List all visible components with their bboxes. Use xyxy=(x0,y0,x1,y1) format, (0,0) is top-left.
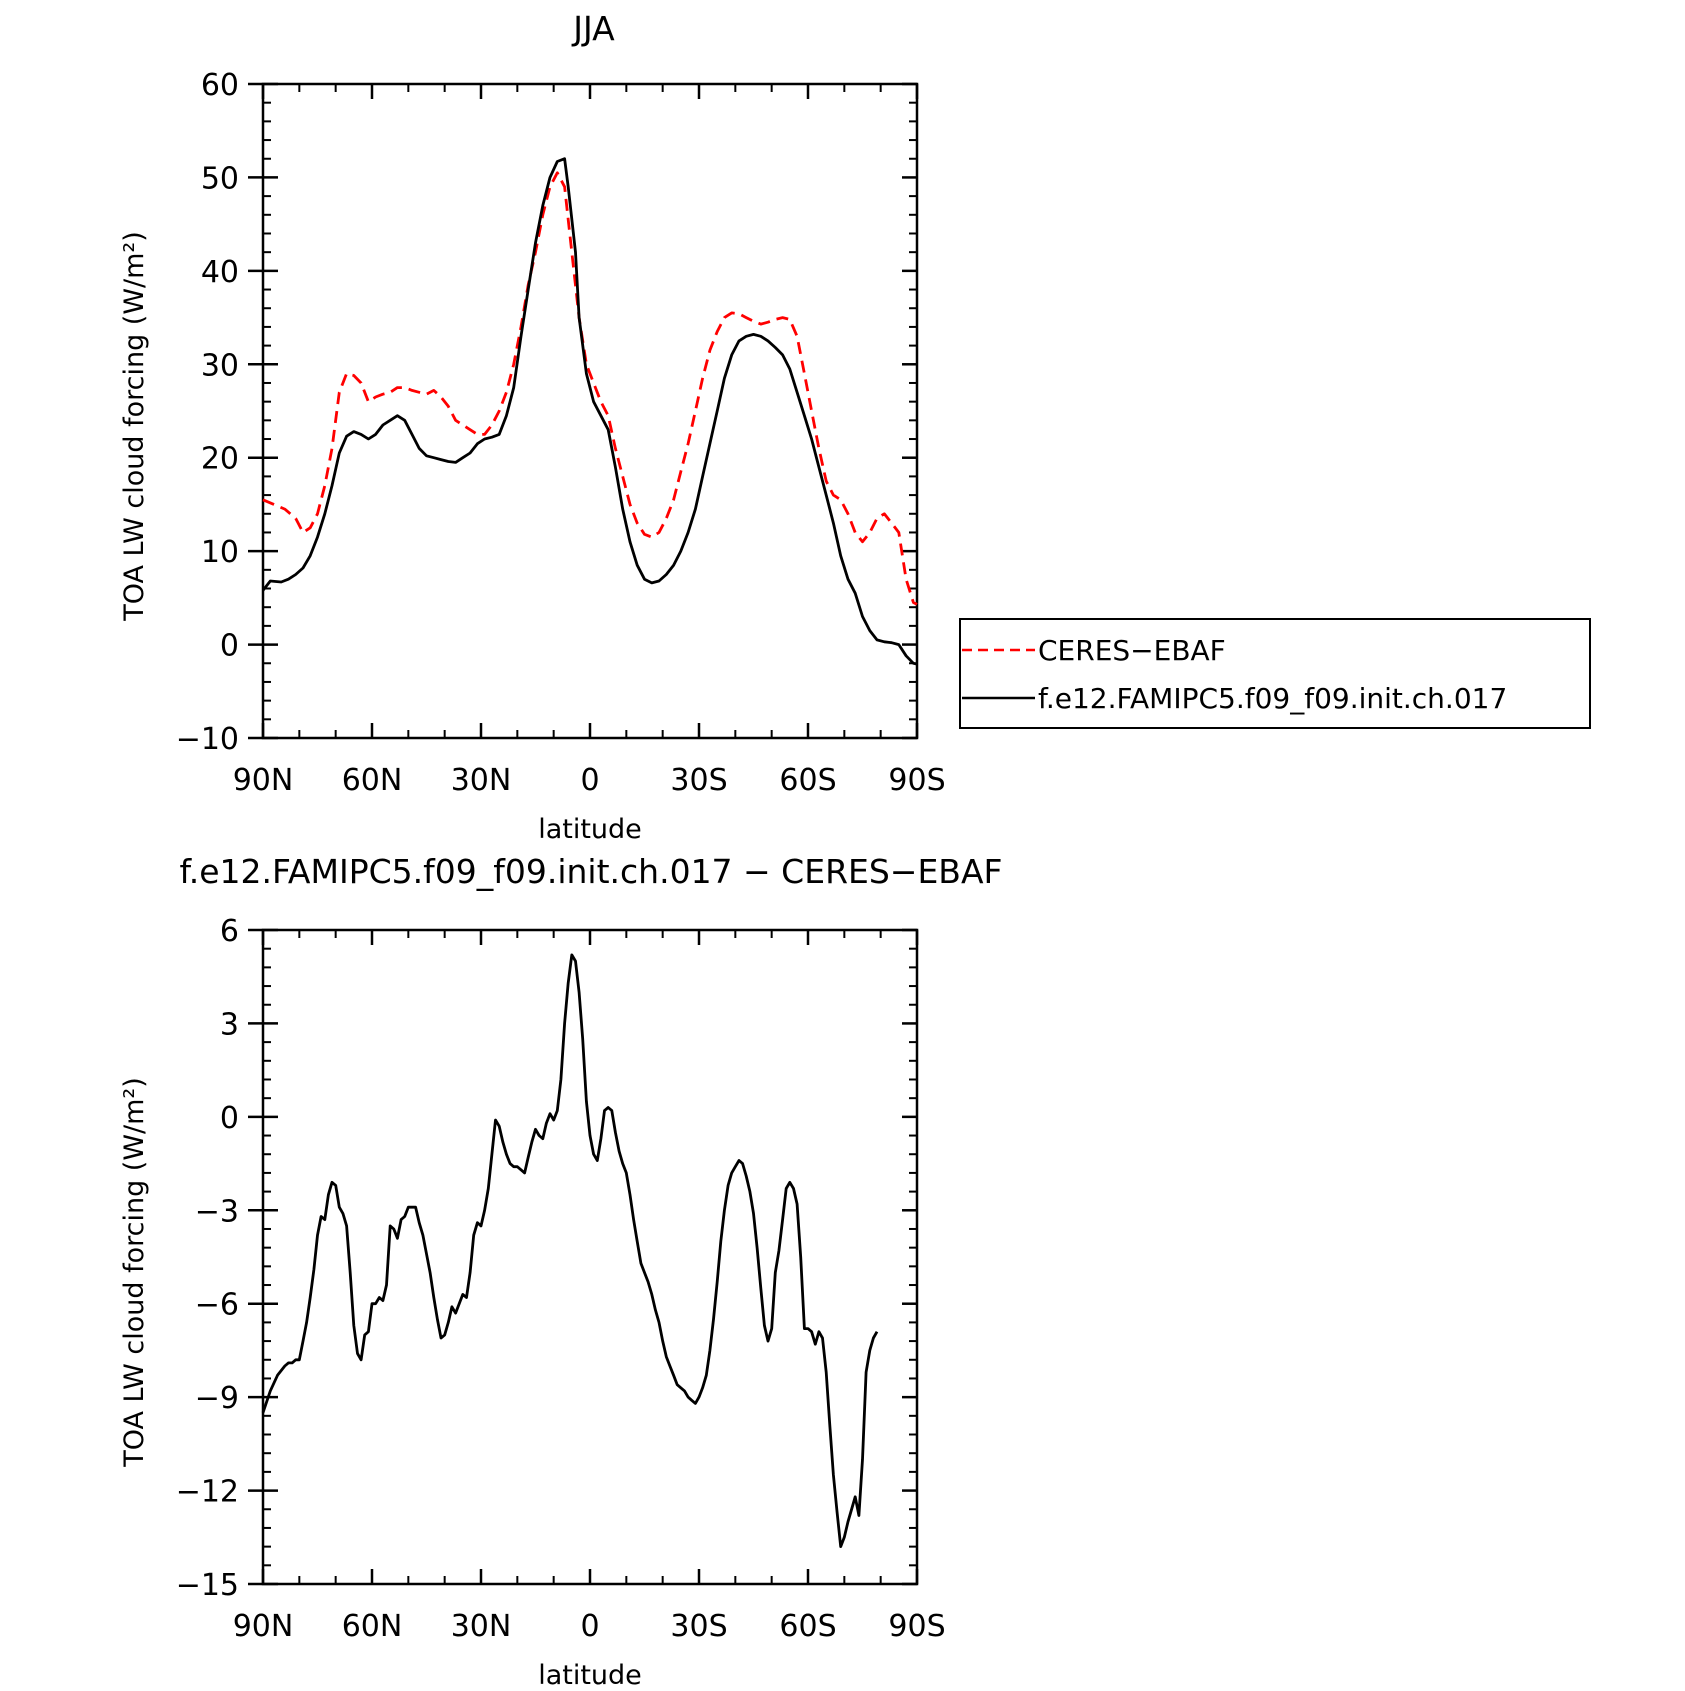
y-axis-label: TOA LW cloud forcing (W/m²) xyxy=(119,1077,150,1468)
x-tick-label: 60S xyxy=(779,1609,836,1644)
y-tick-label: −10 xyxy=(176,722,239,757)
y-tick-label: 10 xyxy=(201,535,239,570)
series-group xyxy=(261,157,918,666)
plot-frame xyxy=(261,928,919,1586)
x-tick-label: 60N xyxy=(342,763,403,798)
x-tick-label: 90S xyxy=(888,763,945,798)
x-axis-label: latitude xyxy=(538,1660,642,1691)
series-group xyxy=(261,953,879,1548)
y-tick-label: −15 xyxy=(176,1568,239,1603)
y-tick-label: −3 xyxy=(195,1194,239,1229)
legend: CERES−EBAF f.e12.FAMIPC5.f09_f09.init.ch… xyxy=(959,618,1591,729)
y-tick-label: −9 xyxy=(195,1381,239,1416)
legend-box xyxy=(959,618,1591,729)
y-tick-label: 6 xyxy=(220,914,239,949)
series-line-0 xyxy=(262,171,918,606)
x-tick-label: 30S xyxy=(670,1609,727,1644)
x-axis-label: latitude xyxy=(538,814,642,845)
y-axis-label: TOA LW cloud forcing (W/m²) xyxy=(119,231,150,622)
series-line-0 xyxy=(261,953,879,1548)
y-tick-label: 0 xyxy=(220,1101,239,1136)
x-tick-label: 30S xyxy=(670,763,727,798)
x-tick-label: 0 xyxy=(580,763,599,798)
y-tick-label: −12 xyxy=(176,1475,239,1510)
axis-ticks: 90N 60N 30N 0 30S 60S 90S −15 −12 −9 −6 −3 0 3 6 xyxy=(176,914,946,1644)
y-tick-label: 0 xyxy=(220,629,239,664)
x-tick-label: 60S xyxy=(779,763,836,798)
x-tick-label: 30N xyxy=(451,763,512,798)
x-tick-label: 0 xyxy=(580,1609,599,1644)
plot-frame xyxy=(261,82,919,740)
chart-title: JJA xyxy=(571,9,615,48)
x-tick-label: 90S xyxy=(888,1609,945,1644)
y-tick-label: 50 xyxy=(201,161,239,196)
y-tick-label: 3 xyxy=(220,1007,239,1042)
series-line-1 xyxy=(261,157,918,666)
y-tick-label: 20 xyxy=(201,442,239,477)
y-tick-label: −6 xyxy=(195,1288,239,1323)
x-tick-label: 90N xyxy=(233,1609,294,1644)
chart-panel-bottom: f.e12.FAMIPC5.f09_f09.init.ch.017 − CERE… xyxy=(119,852,1003,1691)
x-tick-label: 90N xyxy=(233,763,294,798)
y-tick-label: 30 xyxy=(201,348,239,383)
x-tick-label: 30N xyxy=(451,1609,512,1644)
legend-entry-ceres: CERES−EBAF xyxy=(1038,634,1226,667)
chart-title: f.e12.FAMIPC5.f09_f09.init.ch.017 − CERE… xyxy=(179,852,1002,891)
y-tick-label: 40 xyxy=(201,255,239,290)
legend-entry-model: f.e12.FAMIPC5.f09_f09.init.ch.017 xyxy=(1038,682,1507,715)
y-tick-label: 60 xyxy=(201,68,239,103)
chart-panel-top: JJA 90N 60N 30N 0 30S 60S 90S−100102030405060 … xyxy=(119,9,946,845)
x-tick-label: 60N xyxy=(342,1609,403,1644)
axis-ticks: 90N 60N 30N 0 30S 60S 90S −10 0 10 20 30 40 50 60 xyxy=(176,68,946,798)
